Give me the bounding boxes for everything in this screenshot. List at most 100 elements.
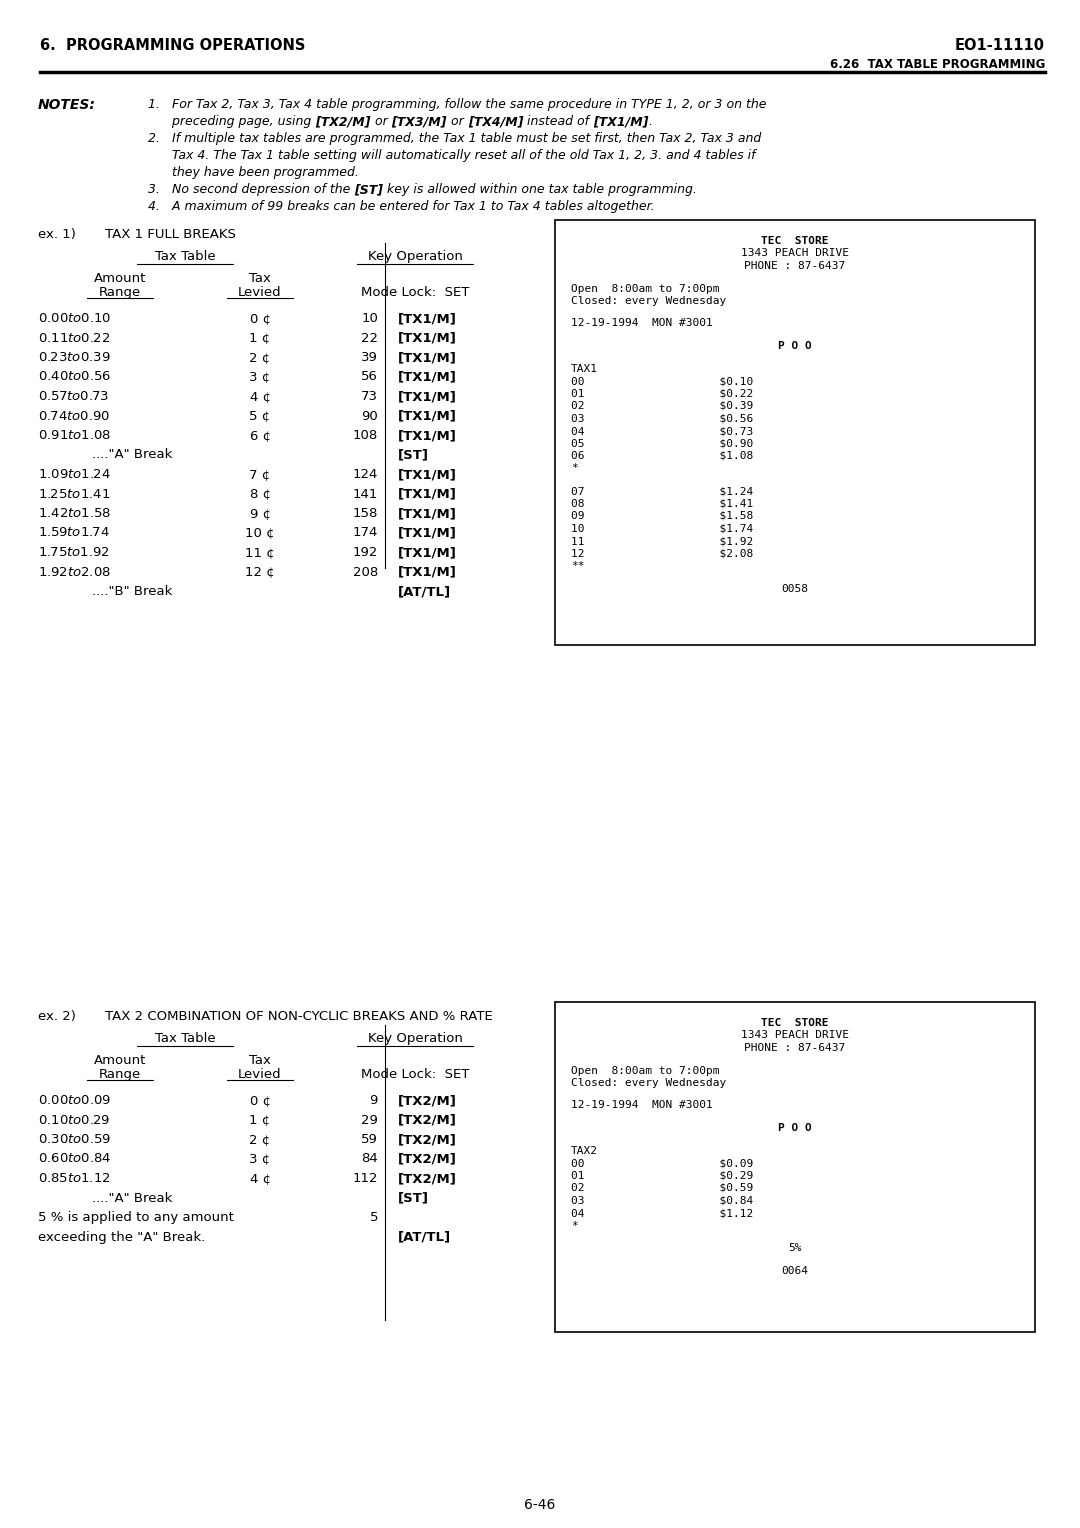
Text: [TX1/M]: [TX1/M] [399,312,457,325]
Text: 0 ¢: 0 ¢ [249,1094,270,1106]
Text: 8 ¢: 8 ¢ [249,487,270,501]
Text: 141: 141 [353,487,378,501]
Text: 3.   No second depression of the: 3. No second depression of the [148,183,354,196]
Text: TAX1: TAX1 [571,364,598,373]
Text: Mode Lock:  SET: Mode Lock: SET [361,286,469,299]
Text: ex. 1): ex. 1) [38,228,76,241]
Text: 73: 73 [361,390,378,403]
Text: Key Operation: Key Operation [367,1031,462,1045]
Text: 11 ¢: 11 ¢ [245,545,274,559]
Text: $0.60 to $0.84: $0.60 to $0.84 [38,1152,111,1166]
Text: $1.59 to $1.74: $1.59 to $1.74 [38,527,110,539]
Text: 01                    $0.29: 01 $0.29 [571,1170,753,1181]
Text: $0.00 to $0.10: $0.00 to $0.10 [38,312,111,325]
Text: [TX2/M]: [TX2/M] [399,1094,457,1106]
Text: [TX1/M]: [TX1/M] [399,390,457,403]
Text: Open  8:00am to 7:00pm: Open 8:00am to 7:00pm [571,1065,719,1076]
Text: [TX1/M]: [TX1/M] [399,351,457,364]
Text: 4.   A maximum of 99 breaks can be entered for Tax 1 to Tax 4 tables altogether.: 4. A maximum of 99 breaks can be entered… [148,200,654,212]
Text: 10                    $1.74: 10 $1.74 [571,524,753,533]
Text: 6-46: 6-46 [524,1497,556,1513]
Text: $0.10 to $0.29: $0.10 to $0.29 [38,1114,110,1126]
Text: 5 % is applied to any amount: 5 % is applied to any amount [38,1212,234,1224]
Text: TAX2: TAX2 [571,1146,598,1155]
Text: exceeding the "A" Break.: exceeding the "A" Break. [38,1230,205,1244]
Text: [TX2/M]: [TX2/M] [399,1114,457,1126]
Text: 00                    $0.09: 00 $0.09 [571,1158,753,1167]
Text: 0064: 0064 [782,1265,809,1276]
Text: $1.92 to $2.08: $1.92 to $2.08 [38,565,111,579]
Text: 0058: 0058 [782,584,809,593]
Text: [AT/TL]: [AT/TL] [399,1230,451,1244]
Text: ...."A" Break: ...."A" Break [92,1192,173,1204]
Text: 2 ¢: 2 ¢ [249,1132,271,1146]
Text: Levied: Levied [239,286,282,299]
Text: 1343 PEACH DRIVE: 1343 PEACH DRIVE [741,249,849,258]
Text: 4 ¢: 4 ¢ [249,1172,270,1186]
Text: [TX1/M]: [TX1/M] [593,115,649,128]
Text: 6 ¢: 6 ¢ [249,429,270,442]
Text: $0.85 to $1.12: $0.85 to $1.12 [38,1172,110,1186]
Text: PHONE : 87-6437: PHONE : 87-6437 [744,261,846,270]
Text: [TX1/M]: [TX1/M] [399,410,457,423]
Text: $1.25 to $1.41: $1.25 to $1.41 [38,487,110,501]
Text: *: * [571,1221,578,1230]
Text: 174: 174 [353,527,378,539]
Text: 12 ¢: 12 ¢ [245,565,274,579]
Text: 09                    $1.58: 09 $1.58 [571,510,753,521]
Text: 84: 84 [361,1152,378,1166]
Text: TAX 2 COMBINATION OF NON-CYCLIC BREAKS AND % RATE: TAX 2 COMBINATION OF NON-CYCLIC BREAKS A… [105,1010,492,1024]
Text: [TX2/M]: [TX2/M] [399,1132,457,1146]
Text: 108: 108 [353,429,378,442]
Text: 6.26  TAX TABLE PROGRAMMING: 6.26 TAX TABLE PROGRAMMING [829,58,1045,70]
Text: 08                    $1.41: 08 $1.41 [571,498,753,509]
Text: 90: 90 [361,410,378,423]
Text: 0 ¢: 0 ¢ [249,312,270,325]
Text: or: or [447,115,468,128]
Text: TAX 1 FULL BREAKS: TAX 1 FULL BREAKS [105,228,235,241]
Text: 1 ¢: 1 ¢ [249,1114,271,1126]
Text: [TX2/M]: [TX2/M] [399,1172,457,1186]
Text: NOTES:: NOTES: [38,98,96,112]
Text: 5 ¢: 5 ¢ [249,410,271,423]
Text: 10: 10 [361,312,378,325]
Text: 39: 39 [361,351,378,364]
Text: 7 ¢: 7 ¢ [249,468,271,481]
Text: $0.57 to $0.73: $0.57 to $0.73 [38,390,109,403]
Text: instead of: instead of [523,115,593,128]
Text: 04                    $0.73: 04 $0.73 [571,426,753,435]
Text: Mode Lock:  SET: Mode Lock: SET [361,1068,469,1080]
Text: 158: 158 [353,507,378,520]
Text: [TX1/M]: [TX1/M] [399,507,457,520]
Text: key is allowed within one tax table programming.: key is allowed within one tax table prog… [383,183,698,196]
Text: $1.75 to $1.92: $1.75 to $1.92 [38,545,110,559]
Text: Range: Range [99,286,141,299]
Text: 5%: 5% [788,1242,801,1253]
Text: Amount: Amount [94,1054,146,1067]
Text: Open  8:00am to 7:00pm: Open 8:00am to 7:00pm [571,284,719,293]
Text: 1343 PEACH DRIVE: 1343 PEACH DRIVE [741,1030,849,1041]
Text: 12-19-1994  MON #3001: 12-19-1994 MON #3001 [571,1100,713,1111]
Text: 06                    $1.08: 06 $1.08 [571,451,753,461]
Text: [TX1/M]: [TX1/M] [399,565,457,579]
Text: Tax Table: Tax Table [154,251,215,263]
Text: [TX1/M]: [TX1/M] [399,429,457,442]
Text: 04                    $1.12: 04 $1.12 [571,1209,753,1218]
Text: $0.30 to $0.59: $0.30 to $0.59 [38,1132,110,1146]
Text: 9 ¢: 9 ¢ [249,507,270,520]
Text: .: . [649,115,652,128]
Text: ex. 2): ex. 2) [38,1010,76,1024]
Text: 22: 22 [361,332,378,344]
Text: [ST]: [ST] [399,1192,429,1204]
Text: preceding page, using: preceding page, using [148,115,315,128]
Text: [TX4/M]: [TX4/M] [468,115,523,128]
Text: 59: 59 [361,1132,378,1146]
Text: 03                    $0.84: 03 $0.84 [571,1195,753,1206]
Text: 9: 9 [369,1094,378,1106]
Text: 208: 208 [353,565,378,579]
Text: Levied: Levied [239,1068,282,1080]
Text: ...."A" Break: ...."A" Break [92,449,173,461]
Text: Range: Range [99,1068,141,1080]
Text: 02                    $0.39: 02 $0.39 [571,400,753,411]
Text: 192: 192 [353,545,378,559]
